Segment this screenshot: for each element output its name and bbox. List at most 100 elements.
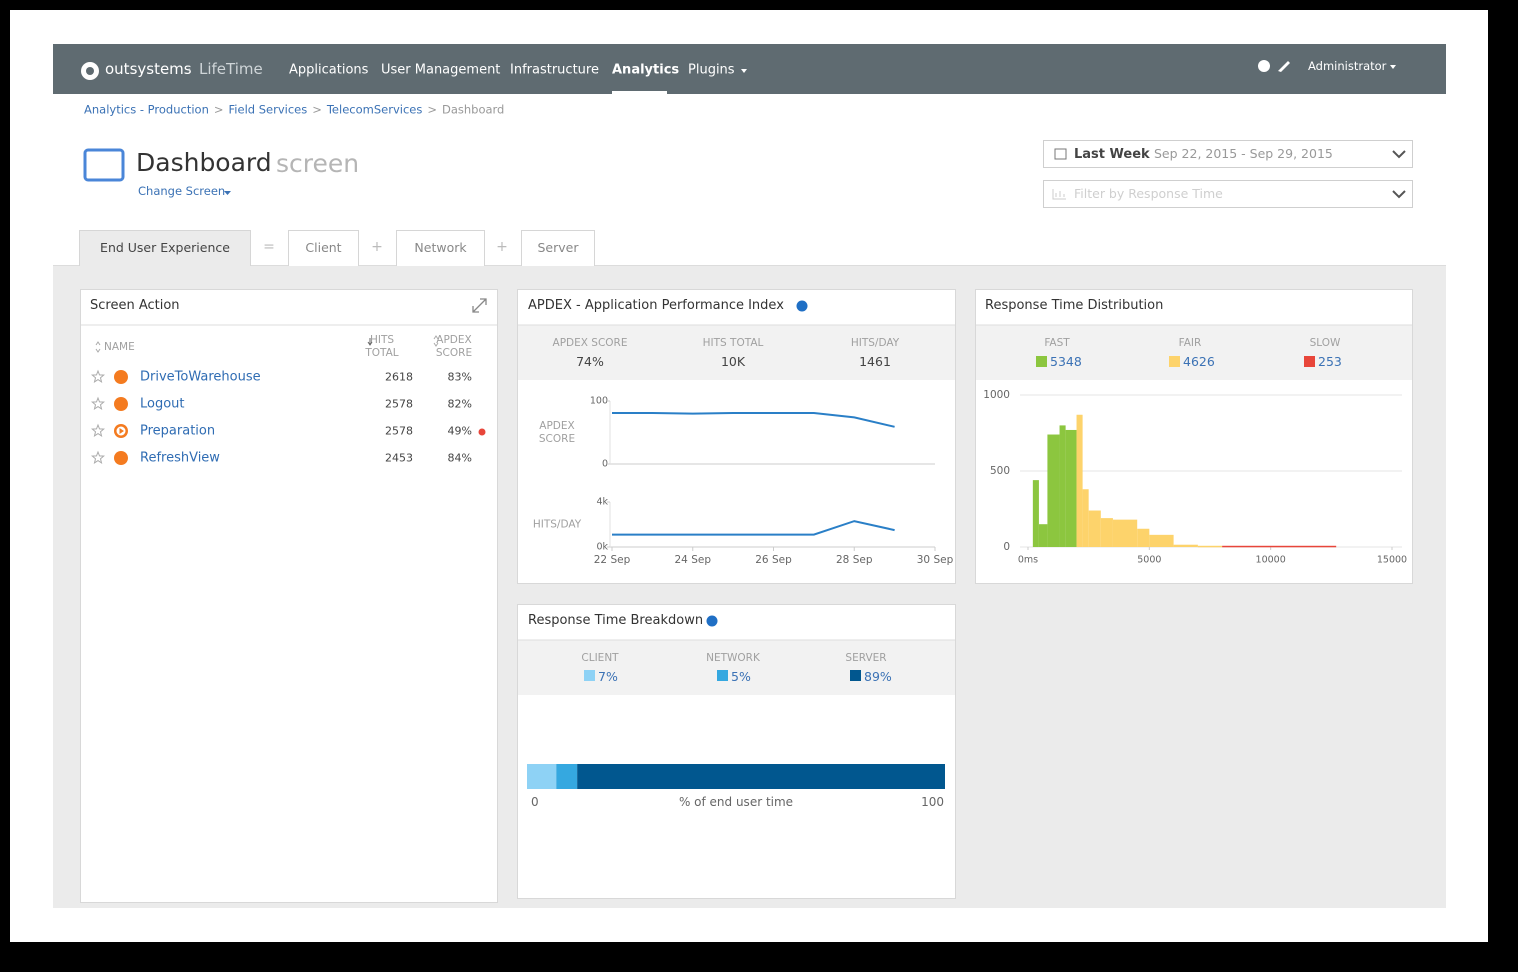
panel-title: Response Time Breakdown <box>528 613 704 628</box>
expand-icon[interactable] <box>472 298 487 313</box>
x-tick-label: 22 Sep <box>593 553 631 566</box>
histogram-bar <box>1047 434 1060 547</box>
brand-separator: · <box>187 61 192 79</box>
rocket-icon[interactable] <box>1278 61 1290 72</box>
page-subtitle: screen <box>276 149 360 178</box>
nav-item[interactable]: Analytics <box>612 62 680 78</box>
tab[interactable] <box>521 230 595 266</box>
period: Last Week <box>1074 147 1150 162</box>
apdex-score: 84% <box>447 451 472 465</box>
breadcrumb-item[interactable]: Field Services <box>228 102 308 117</box>
y-tick-label: 0k <box>596 541 608 553</box>
histogram-bar <box>1059 425 1066 547</box>
user-menu[interactable]: Administrator <box>1308 59 1387 73</box>
column-header: NAME <box>104 340 135 353</box>
calendar-icon <box>1054 148 1067 160</box>
x-tick-label: 30 Sep <box>916 553 954 566</box>
stat-value: 4626 <box>1183 353 1215 369</box>
product-name: LifeTime <box>199 60 263 78</box>
x-tick-label: 0ms <box>1017 554 1039 566</box>
tab-separator: = <box>263 239 275 255</box>
hits-total: 2453 <box>385 451 413 465</box>
apdex-stats-band <box>518 325 955 380</box>
x-axis-label: % of end user time <box>678 795 794 809</box>
caret <box>224 191 231 195</box>
histogram-bar <box>1137 528 1150 547</box>
tab[interactable] <box>79 230 251 266</box>
x-tick-label: 10000 <box>1255 554 1286 566</box>
stacked-segment <box>527 764 557 789</box>
tab-label[interactable]: Client <box>305 239 342 255</box>
date-dropdown[interactable] <box>1043 140 1413 168</box>
breadcrumb-item: Dashboard <box>441 102 505 117</box>
logo-hole <box>86 67 94 75</box>
help-icon[interactable] <box>1258 60 1270 72</box>
nav-item[interactable]: Infrastructure <box>510 62 599 78</box>
breadcrumb-item[interactable]: Analytics - Production <box>84 102 209 117</box>
breadcrumb-item[interactable]: TelecomServices <box>326 102 423 117</box>
brand[interactable]: outsystems <box>105 60 192 78</box>
legend-swatch <box>850 670 861 681</box>
legend-swatch <box>717 670 728 681</box>
warning-dot <box>478 428 486 436</box>
active-underline <box>612 91 667 94</box>
chevron <box>1392 150 1406 159</box>
favorite-star[interactable] <box>91 423 105 438</box>
chevron <box>1392 190 1406 199</box>
x-tick-label: 15000 <box>1376 554 1408 566</box>
panel-title: Screen Action <box>90 298 180 313</box>
screen-link[interactable]: Preparation <box>140 423 216 439</box>
breadcrumb-separator: > <box>312 102 322 117</box>
screen-link[interactable]: RefreshView <box>140 450 220 466</box>
help-icon[interactable] <box>706 615 718 627</box>
apdex-score: 82% <box>447 397 472 411</box>
histogram-bar <box>1088 510 1101 547</box>
histogram-bar <box>1038 524 1048 547</box>
stat-label: HITS/DAY <box>850 336 900 349</box>
x-tick-label: 28 Sep <box>836 553 873 566</box>
filter-dropdown[interactable] <box>1043 180 1413 208</box>
x-tick-label: 26 Sep <box>755 553 792 566</box>
screen-link[interactable]: Logout <box>140 396 185 412</box>
stat-value: 1461 <box>859 353 891 369</box>
histogram-bar <box>1149 534 1174 547</box>
tab-label[interactable]: End User Experience <box>100 239 230 255</box>
tab-label[interactable]: Network <box>414 239 467 255</box>
x-tick-label: 5000 <box>1137 554 1162 566</box>
caret <box>1390 65 1396 69</box>
tab[interactable] <box>396 230 485 266</box>
histogram-bar <box>1197 545 1223 548</box>
y-tick-label: 500 <box>989 464 1010 477</box>
screen-link[interactable]: DriveToWarehouse <box>140 369 261 385</box>
stacked-segment <box>556 764 578 789</box>
tab[interactable] <box>288 230 359 266</box>
y-tick-label: 0 <box>601 458 608 470</box>
histogram-bar <box>1032 480 1039 547</box>
favorite-star[interactable] <box>91 450 105 465</box>
stat-label: FAIR <box>1178 336 1202 349</box>
y-tick-label: 100 <box>589 395 608 407</box>
nav-item[interactable]: User Management <box>381 62 501 78</box>
nav-item[interactable]: Applications <box>289 62 369 78</box>
date-range: Sep 22, 2015 - Sep 29, 2015 <box>1154 146 1333 161</box>
histogram-bar <box>1065 429 1077 547</box>
breadcrumb-separator: > <box>213 102 224 117</box>
hits-total: 2578 <box>385 397 413 411</box>
nav-item[interactable]: Plugins <box>688 62 735 78</box>
tab-label[interactable]: Server <box>537 239 579 255</box>
nav-bar <box>53 44 1446 94</box>
stat-label: SERVER <box>845 651 887 664</box>
change-screen[interactable]: Change Screen <box>138 184 226 198</box>
favorite-star[interactable] <box>91 396 105 411</box>
caret <box>741 69 747 73</box>
status-icon <box>114 451 128 465</box>
stat-value: 5% <box>731 668 751 684</box>
favorite-star[interactable] <box>91 369 105 384</box>
sort-icon <box>95 341 101 353</box>
histogram-bar <box>1222 545 1337 548</box>
help-icon[interactable] <box>796 300 808 312</box>
legend-swatch <box>1036 356 1047 367</box>
status-icon <box>114 397 128 411</box>
